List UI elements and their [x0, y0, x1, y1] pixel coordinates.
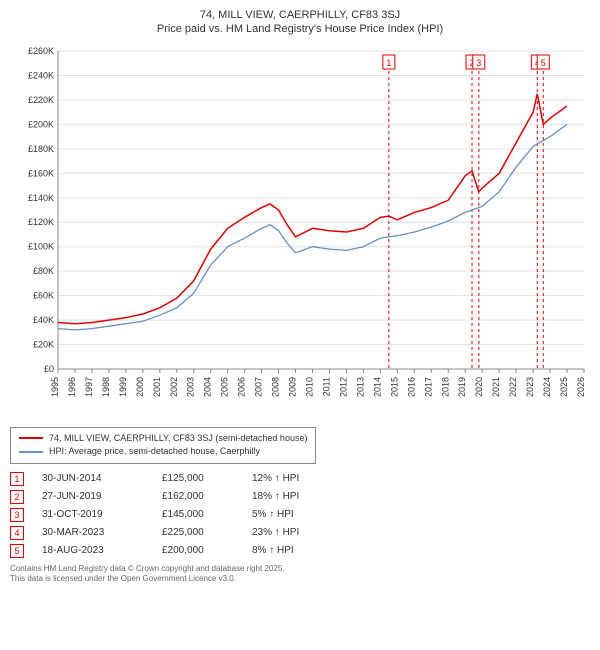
- y-tick-label: £80K: [33, 266, 54, 276]
- event-date: 30-MAR-2023: [42, 527, 162, 538]
- chart-title-address: 74, MILL VIEW, CAERPHILLY, CF83 3SJ: [10, 8, 590, 22]
- x-tick-label: 2017: [423, 377, 433, 397]
- event-marker: 4: [10, 526, 24, 540]
- x-tick-label: 2020: [474, 377, 484, 397]
- x-tick-label: 1995: [50, 377, 60, 397]
- x-tick-label: 2003: [186, 377, 196, 397]
- x-tick-label: 2004: [203, 377, 213, 397]
- event-date: 18-AUG-2023: [42, 545, 162, 556]
- y-tick-label: £220K: [28, 95, 54, 105]
- y-tick-label: £120K: [28, 217, 54, 227]
- x-tick-label: 2024: [542, 377, 552, 397]
- legend-box: 74, MILL VIEW, CAERPHILLY, CF83 3SJ (sem…: [10, 427, 316, 464]
- x-tick-label: 2010: [305, 377, 315, 397]
- x-tick-label: 2013: [355, 377, 365, 397]
- x-tick-label: 2026: [576, 377, 586, 397]
- footer-line1: Contains HM Land Registry data © Crown c…: [10, 564, 590, 574]
- x-tick-label: 2014: [372, 377, 382, 397]
- x-tick-label: 1999: [118, 377, 128, 397]
- legend-item: 74, MILL VIEW, CAERPHILLY, CF83 3SJ (sem…: [19, 432, 307, 446]
- x-tick-label: 2022: [508, 377, 518, 397]
- event-marker: 2: [10, 490, 24, 504]
- chart-svg: £0 £20K £40K £60K £80K £100K £120K £140K £160K £1…: [10, 43, 590, 423]
- event-marker: 1: [10, 472, 24, 486]
- figure-container: 74, MILL VIEW, CAERPHILLY, CF83 3SJ Pric…: [0, 0, 600, 592]
- event-price: £225,000: [162, 527, 252, 538]
- x-tick-label: 2009: [288, 377, 298, 397]
- x-tick-label: 2002: [169, 377, 179, 397]
- x-tick-label: 2005: [220, 377, 230, 397]
- event-price: £162,000: [162, 491, 252, 502]
- legend-item: HPI: Average price, semi-detached house,…: [19, 445, 307, 459]
- chart-marker-label: 3: [476, 58, 481, 68]
- event-delta: 8% ↑ HPI: [252, 545, 362, 556]
- event-row: 5 18-AUG-2023£200,0008% ↑ HPI: [10, 544, 590, 558]
- x-tick-label: 2018: [440, 377, 450, 397]
- event-row: 3 31-OCT-2019£145,0005% ↑ HPI: [10, 508, 590, 522]
- chart-area: £0 £20K £40K £60K £80K £100K £120K £140K £160K £1…: [10, 43, 590, 423]
- event-date: 31-OCT-2019: [42, 509, 162, 520]
- footer-line2: This data is licensed under the Open Gov…: [10, 574, 590, 584]
- legend-label: 74, MILL VIEW, CAERPHILLY, CF83 3SJ (sem…: [49, 432, 307, 446]
- event-price: £145,000: [162, 509, 252, 520]
- event-delta: 12% ↑ HPI: [252, 473, 362, 484]
- y-tick-label: £20K: [33, 339, 54, 349]
- chart-marker-label: 5: [541, 58, 546, 68]
- event-row: 2 27-JUN-2019£162,00018% ↑ HPI: [10, 490, 590, 504]
- x-tick-label: 1996: [67, 377, 77, 397]
- event-marker: 5: [10, 544, 24, 558]
- chart-marker-label: 1: [386, 58, 391, 68]
- event-price: £125,000: [162, 473, 252, 484]
- chart-title-subtitle: Price paid vs. HM Land Registry's House …: [10, 22, 590, 36]
- legend-swatch: [19, 437, 43, 439]
- event-date: 27-JUN-2019: [42, 491, 162, 502]
- y-tick-label: £180K: [28, 143, 54, 153]
- x-tick-label: 2007: [254, 377, 264, 397]
- x-tick-label: 2008: [271, 377, 281, 397]
- event-row: 1 30-JUN-2014£125,00012% ↑ HPI: [10, 472, 590, 486]
- y-tick-label: £40K: [33, 315, 54, 325]
- x-tick-label: 2001: [152, 377, 162, 397]
- events-list: 1 30-JUN-2014£125,00012% ↑ HPI 2 27-JUN-201…: [10, 472, 590, 558]
- event-marker: 3: [10, 508, 24, 522]
- y-tick-label: £160K: [28, 168, 54, 178]
- event-date: 30-JUN-2014: [42, 473, 162, 484]
- y-tick-label: £60K: [33, 290, 54, 300]
- x-tick-label: 2016: [406, 377, 416, 397]
- chart-titles: 74, MILL VIEW, CAERPHILLY, CF83 3SJ Pric…: [10, 8, 590, 37]
- y-tick-label: £260K: [28, 46, 54, 56]
- y-tick-label: £100K: [28, 241, 54, 251]
- y-tick-label: £0: [44, 364, 54, 374]
- x-tick-label: 2011: [321, 377, 331, 396]
- footer-note: Contains HM Land Registry data © Crown c…: [10, 564, 590, 585]
- x-tick-label: 2012: [338, 377, 348, 397]
- x-tick-label: 2025: [559, 377, 569, 397]
- x-tick-label: 2000: [135, 377, 145, 397]
- event-delta: 5% ↑ HPI: [252, 509, 362, 520]
- event-price: £200,000: [162, 545, 252, 556]
- x-tick-label: 2019: [457, 377, 467, 397]
- x-tick-label: 1997: [84, 377, 94, 397]
- y-tick-label: £200K: [28, 119, 54, 129]
- legend-label: HPI: Average price, semi-detached house,…: [49, 445, 260, 459]
- event-delta: 23% ↑ HPI: [252, 527, 362, 538]
- event-delta: 18% ↑ HPI: [252, 491, 362, 502]
- x-tick-label: 1998: [101, 377, 111, 397]
- y-tick-label: £140K: [28, 192, 54, 202]
- x-tick-label: 2015: [389, 377, 399, 397]
- x-tick-label: 2021: [491, 377, 501, 397]
- x-tick-label: 2023: [525, 377, 535, 397]
- legend-swatch: [19, 451, 43, 453]
- y-tick-label: £240K: [28, 70, 54, 80]
- event-row: 4 30-MAR-2023£225,00023% ↑ HPI: [10, 526, 590, 540]
- x-tick-label: 2006: [237, 377, 247, 397]
